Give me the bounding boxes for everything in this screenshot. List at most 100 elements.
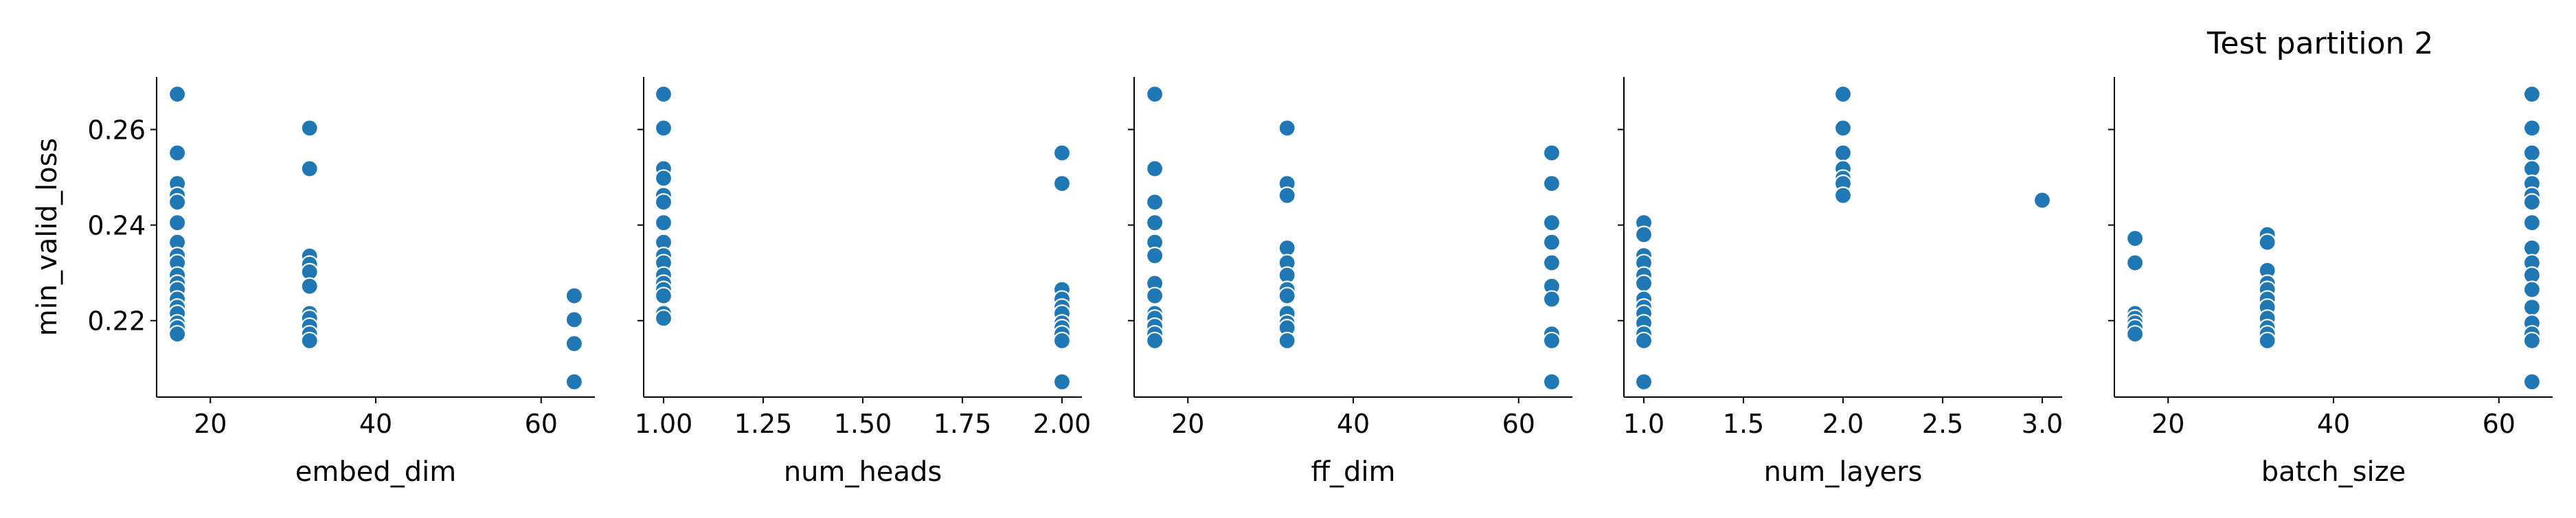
data-point: [2522, 144, 2542, 162]
data-point: [2522, 119, 2542, 137]
data-point: [1278, 186, 1296, 205]
data-point: [2125, 254, 2145, 272]
data-point: [1542, 331, 1561, 350]
data-point: [2522, 331, 2542, 350]
x-tick-label: 2.0: [1822, 409, 1864, 439]
data-point: [2033, 191, 2052, 210]
x-tick-label: 20: [194, 409, 227, 439]
data-point: [1145, 85, 1164, 104]
data-point: [565, 286, 584, 305]
x-tick-label: 60: [2483, 409, 2516, 439]
data-point: [168, 325, 187, 344]
data-point: [300, 119, 319, 137]
data-point: [2258, 331, 2276, 350]
data-point: [2522, 159, 2542, 178]
data-point: [1634, 331, 1653, 350]
data-point: [1145, 159, 1164, 178]
data-point: [654, 214, 673, 232]
y-axis-label: min_valid_loss: [32, 138, 63, 337]
x-axis-label: ff_dim: [1311, 456, 1395, 488]
x-tick-label: 2.00: [1033, 409, 1092, 439]
data-point: [168, 85, 187, 104]
data-point: [168, 193, 187, 212]
data-point: [1833, 186, 1853, 205]
data-point: [1145, 247, 1164, 265]
data-point: [1145, 193, 1164, 212]
data-point: [1052, 174, 1072, 193]
data-point: [2522, 85, 2542, 104]
data-point: [1833, 119, 1853, 137]
data-point: [1052, 144, 1072, 162]
data-point: [2522, 372, 2542, 391]
data-point: [2258, 233, 2276, 251]
x-tick-label: 1.25: [734, 409, 793, 439]
data-point: [168, 144, 187, 162]
data-point: [2522, 298, 2542, 317]
x-tick-label: 1.5: [1723, 409, 1764, 439]
data-point: [2522, 280, 2542, 299]
data-point: [565, 335, 584, 353]
data-point: [1278, 119, 1296, 137]
x-tick-label: 20: [1171, 409, 1204, 439]
data-point: [2125, 325, 2145, 344]
x-axis-label: num_heads: [784, 456, 942, 488]
data-point: [565, 311, 584, 329]
data-point: [1278, 286, 1296, 305]
x-axis-label: batch_size: [2261, 456, 2406, 488]
x-tick-label: 1.50: [834, 409, 892, 439]
data-point: [1542, 290, 1561, 308]
data-point: [654, 309, 673, 328]
data-point: [654, 169, 673, 188]
panel-num_layers: 1.0 1.5 2.0 2.5 3.0 num_layers: [1618, 77, 2063, 488]
data-point: [1052, 372, 1072, 391]
x-axis-label: num_layers: [1764, 456, 1923, 488]
x-tick-label: 40: [359, 409, 392, 439]
data-point: [654, 193, 673, 212]
chart-title: Test partition 2: [2207, 26, 2434, 61]
panel-embed_dim: 0.22 0.24 0.26 20 40 60 embed_dim: [87, 77, 595, 488]
data-point: [654, 286, 673, 305]
data-point: [1542, 233, 1561, 251]
data-point: [654, 85, 673, 104]
y-tick-label: 0.22: [87, 306, 146, 337]
data-point: [1278, 238, 1296, 258]
data-point: [1634, 372, 1653, 391]
data-point: [2522, 214, 2542, 232]
data-point: [654, 119, 673, 137]
x-tick-label: 1.00: [635, 409, 693, 439]
data-point: [1634, 274, 1653, 293]
data-point: [1634, 225, 1653, 244]
y-tick-label: 0.26: [87, 115, 146, 146]
data-point: [1145, 286, 1164, 305]
data-point: [1542, 174, 1561, 193]
data-point: [300, 277, 319, 295]
data-point: [1542, 144, 1561, 162]
x-tick-label: 40: [2317, 409, 2350, 439]
panel-ff_dim: 20 40 60 ff_dim: [1128, 77, 1572, 488]
x-tick-label: 3.0: [2022, 409, 2063, 439]
data-point: [1542, 214, 1561, 232]
data-point: [300, 331, 319, 350]
x-tick-label: 1.75: [934, 409, 992, 439]
data-point: [1278, 331, 1296, 350]
data-point: [1833, 144, 1853, 162]
data-point: [2522, 238, 2542, 258]
data-point: [1833, 85, 1853, 104]
x-tick-label: 2.5: [1922, 409, 1963, 439]
x-tick-label: 60: [1502, 409, 1535, 439]
data-point: [1145, 331, 1164, 350]
data-point: [2522, 193, 2542, 212]
x-axis-label: embed_dim: [295, 456, 456, 488]
data-point: [1052, 331, 1072, 350]
data-point: [1542, 372, 1561, 391]
y-tick-label: 0.24: [87, 211, 146, 241]
x-tick-label: 20: [2151, 409, 2184, 439]
panel-batch_size: 20 40 60 batch_size: [2108, 77, 2553, 488]
panel-num_heads: 1.00 1.25 1.50 1.75 2.00 num_heads: [635, 77, 1092, 488]
x-tick-label: 1.0: [1623, 409, 1664, 439]
data-point: [2125, 229, 2145, 248]
data-point: [1145, 214, 1164, 232]
data-point: [565, 372, 584, 391]
